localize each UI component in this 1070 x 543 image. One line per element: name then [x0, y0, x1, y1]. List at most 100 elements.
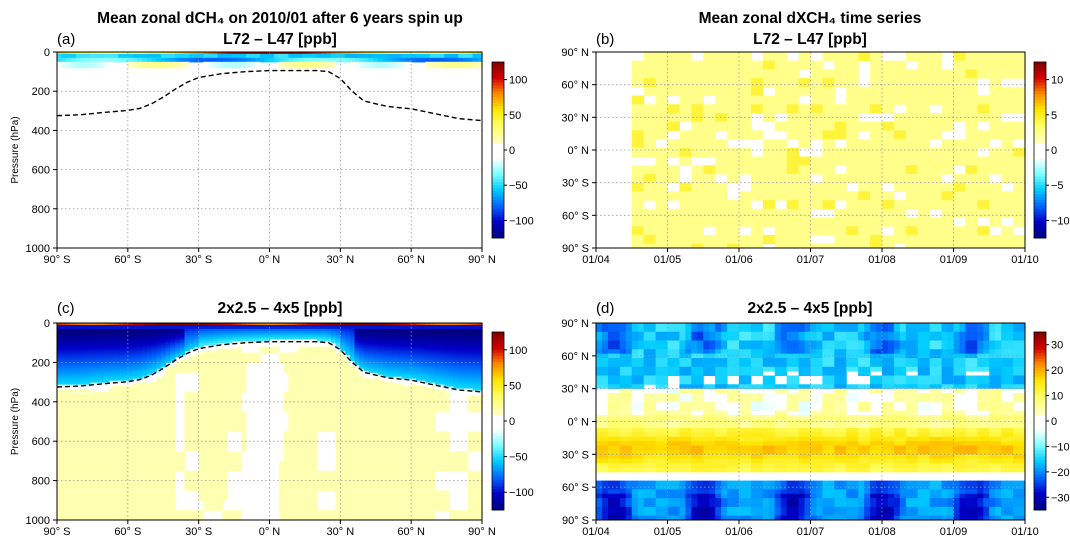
- field-cell: [954, 65, 960, 70]
- field-cell: [638, 139, 644, 144]
- field-cell: [959, 161, 965, 166]
- field-cell: [918, 218, 924, 223]
- field-cell: [1001, 209, 1007, 214]
- field-cell: [703, 117, 709, 122]
- field-cell: [189, 60, 194, 63]
- field-cell: [959, 157, 965, 162]
- field-cell: [936, 69, 942, 74]
- field-cell: [745, 52, 751, 57]
- field-cell: [1013, 200, 1019, 205]
- field-cell: [942, 104, 948, 109]
- field-cell: [882, 143, 888, 148]
- field-cell: [900, 218, 906, 223]
- field-cell: [876, 157, 882, 162]
- field-cell: [697, 104, 703, 109]
- field-cell: [983, 170, 989, 175]
- field-cell: [114, 60, 119, 63]
- field-cell: [739, 152, 745, 157]
- field-cell: [673, 165, 679, 170]
- field-cell: [930, 130, 936, 135]
- field-cell: [870, 61, 876, 66]
- field-cell: [463, 66, 468, 69]
- field-cell: [906, 170, 912, 175]
- field-cell: [715, 96, 721, 101]
- field-cell: [816, 196, 822, 201]
- field-cell: [942, 143, 948, 148]
- field-cell: [995, 204, 1001, 209]
- field-cell: [840, 187, 846, 192]
- field-cell: [995, 104, 1001, 109]
- field-cell: [751, 61, 757, 66]
- field-cell: [715, 117, 721, 122]
- field-cell: [745, 200, 751, 205]
- field-cell: [840, 209, 846, 214]
- field-cell: [906, 239, 912, 244]
- field-cell: [864, 222, 870, 227]
- field-cell: [977, 157, 983, 162]
- field-cell: [870, 174, 876, 179]
- field-cell: [644, 231, 650, 236]
- field-cell: [650, 191, 656, 196]
- field-cell: [959, 152, 965, 157]
- field-cell: [918, 165, 924, 170]
- field-cell: [679, 200, 685, 205]
- field-cell: [331, 66, 336, 69]
- field-cell: [977, 200, 983, 205]
- field-cell: [816, 183, 822, 188]
- field-cell: [638, 61, 644, 66]
- field-cell: [965, 239, 971, 244]
- field-cell: [739, 135, 745, 140]
- field-cell: [650, 222, 656, 227]
- field-cell: [876, 135, 882, 140]
- field-cell: [703, 183, 709, 188]
- field-cell: [888, 152, 894, 157]
- field-cell: [775, 187, 781, 192]
- field-cell: [977, 61, 983, 66]
- field-cell: [1007, 161, 1013, 166]
- field-cell: [1001, 226, 1007, 231]
- field-cell: [977, 187, 983, 192]
- field-cell: [644, 109, 650, 114]
- field-cell: [697, 204, 703, 209]
- field-cell: [793, 157, 799, 162]
- field-cell: [668, 117, 674, 122]
- field-cell: [1001, 109, 1007, 114]
- field-cell: [858, 170, 864, 175]
- field-cell: [971, 74, 977, 79]
- field-cell: [721, 87, 727, 92]
- field-cell: [632, 235, 638, 240]
- field-cell: [870, 191, 876, 196]
- field-cell: [1001, 96, 1007, 101]
- field-cell: [769, 183, 775, 188]
- field-cell: [965, 183, 971, 188]
- field-cell: [799, 143, 805, 148]
- field-cell: [685, 139, 691, 144]
- field-cell: [840, 122, 846, 127]
- field-cell: [888, 69, 894, 74]
- field-cell: [703, 135, 709, 140]
- field-cell: [876, 239, 882, 244]
- field-cell: [846, 165, 852, 170]
- field-cell: [787, 104, 793, 109]
- field-cell: [632, 104, 638, 109]
- field-cell: [906, 87, 912, 92]
- field-cell: [971, 204, 977, 209]
- field-cell: [942, 196, 948, 201]
- field-cell: [293, 66, 298, 69]
- field-cell: [811, 87, 817, 92]
- field-cell: [906, 204, 912, 209]
- field-cell: [685, 152, 691, 157]
- field-cell: [656, 100, 662, 105]
- field-cell: [942, 209, 948, 214]
- field-cell: [95, 66, 100, 69]
- field-cell: [662, 187, 668, 192]
- field-cell: [888, 218, 894, 223]
- field-cell: [697, 96, 703, 101]
- field-cell: [721, 74, 727, 79]
- field-cell: [745, 218, 751, 223]
- field-cell: [852, 143, 858, 148]
- field-cell: [912, 96, 918, 101]
- field-cell: [727, 52, 733, 57]
- field-cell: [668, 74, 674, 79]
- field-cell: [965, 165, 971, 170]
